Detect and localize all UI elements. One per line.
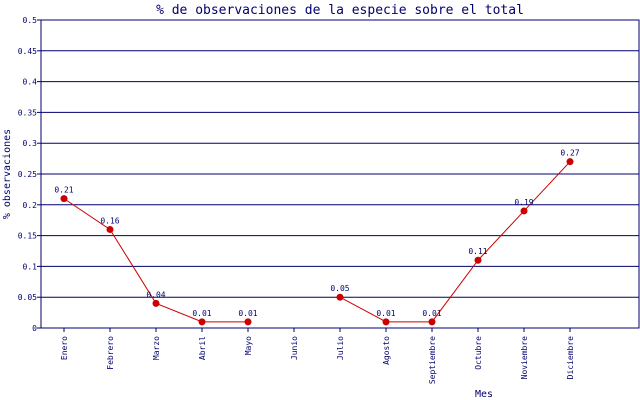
x-tick-label: Diciembre (566, 336, 575, 380)
data-point (60, 195, 68, 203)
x-tick-label: Marzo (152, 336, 161, 360)
y-tick-label: 0.2 (23, 201, 38, 210)
x-tick-label: Noviembre (520, 336, 529, 380)
x-tick-label: Febrero (106, 336, 115, 370)
data-point (566, 158, 574, 166)
data-point (198, 318, 206, 326)
x-tick-label: Mayo (244, 336, 253, 355)
data-point (474, 256, 482, 264)
data-label: 0.01 (376, 309, 395, 318)
y-tick-label: 0.35 (18, 108, 37, 117)
data-label: 0.19 (514, 198, 533, 207)
data-label: 0.16 (100, 216, 119, 225)
x-tick-label: Agosto (382, 336, 391, 365)
y-tick-label: 0.1 (23, 262, 38, 271)
x-axis-ticks: Enero Febrero Marzo Abril Mayo Junio Julio Agos… (60, 328, 575, 384)
y-tick-label: 0.05 (18, 293, 37, 302)
x-tick-label: Octubre (474, 336, 483, 370)
series-markers (60, 158, 574, 326)
data-labels: 0.21 0.16 0.04 0.01 0.01 0.05 0.01 0.01 0.11 0.19… (54, 149, 579, 318)
y-tick-label: 0.45 (18, 47, 37, 56)
y-axis-label: % observaciones (2, 129, 13, 219)
data-label: 0.21 (54, 186, 73, 195)
y-tick-label: 0.15 (18, 232, 37, 241)
data-point (244, 318, 252, 326)
y-tick-label: 0 (32, 324, 37, 333)
x-tick-label: Abril (198, 336, 207, 360)
y-axis-ticks: 0 0.05 0.1 0.15 0.2 0.25 0.3 0.35 0.4 0.45 0.5 (18, 16, 41, 333)
y-tick-label: 0.25 (18, 170, 37, 179)
data-label: 0.11 (468, 247, 487, 256)
data-label: 0.01 (238, 309, 257, 318)
x-tick-label: Septiembre (428, 336, 437, 384)
x-tick-label: Junio (290, 336, 299, 360)
data-point (382, 318, 390, 326)
y-tick-label: 0.4 (23, 78, 38, 87)
data-label: 0.04 (146, 290, 165, 299)
data-label: 0.27 (560, 149, 579, 158)
y-tick-label: 0.3 (23, 139, 38, 148)
data-point (106, 225, 114, 233)
x-tick-label: Enero (60, 336, 69, 360)
x-tick-label: Julio (336, 336, 345, 360)
data-point (428, 318, 436, 326)
data-point (152, 299, 160, 307)
y-tick-label: 0.5 (23, 16, 38, 25)
series-line (63, 161, 571, 323)
data-label: 0.01 (192, 309, 211, 318)
data-label: 0.05 (330, 284, 349, 293)
data-point (336, 293, 344, 301)
data-label: 0.01 (422, 309, 441, 318)
series-segment (339, 161, 571, 323)
chart-title: % de observaciones de la especie sobre e… (156, 3, 524, 18)
data-point (520, 207, 528, 215)
grid-lines (41, 19, 639, 298)
plot-frame (40, 19, 640, 329)
x-axis-label: Mes (475, 389, 493, 400)
